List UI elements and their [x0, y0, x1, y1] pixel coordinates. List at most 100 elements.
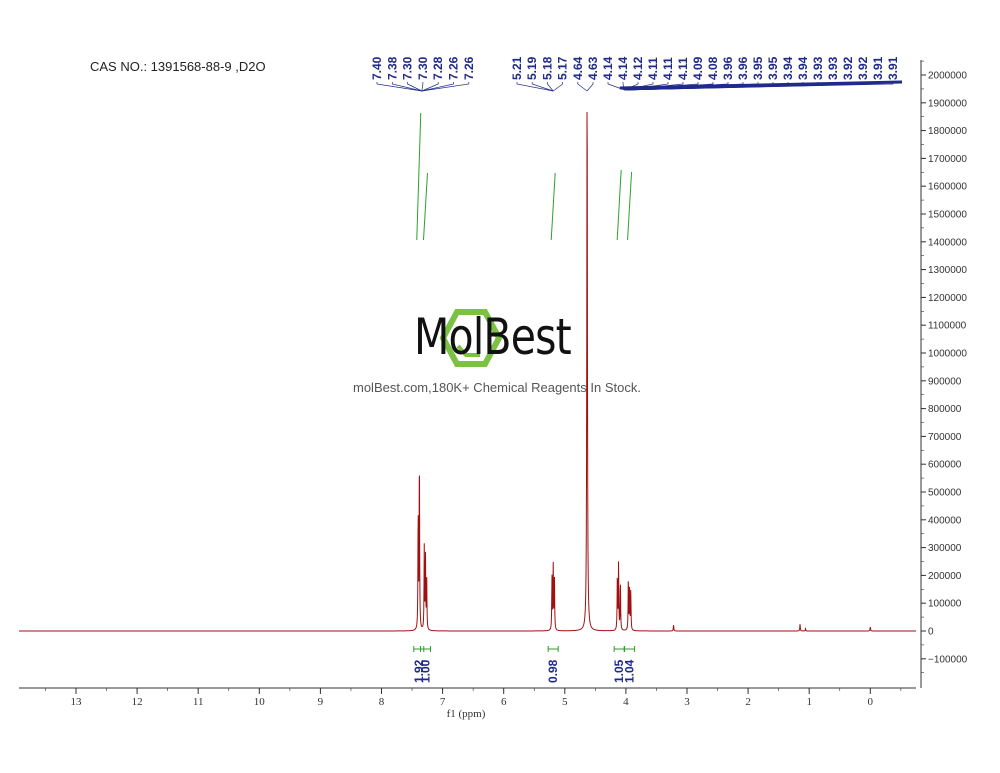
y-tick-label: 2000000	[928, 71, 967, 82]
peak-label-aliphatic: 3.95	[751, 56, 765, 80]
integration-curve	[616, 169, 622, 241]
y-tick-label: 800000	[928, 404, 962, 415]
x-tick-label: 8	[379, 696, 385, 708]
y-tick-label: 1700000	[928, 154, 967, 165]
peak-label-aliphatic: 3.96	[721, 56, 735, 80]
logo-hexagon-inner	[456, 344, 480, 357]
y-tick-label: 600000	[928, 460, 962, 471]
x-tick-label: 10	[254, 696, 266, 708]
integration-value: 1.92	[412, 659, 426, 683]
peak-label-aromatic: 7.28	[431, 56, 445, 80]
x-tick-label: 7	[440, 696, 446, 708]
peak-label-aliphatic: 3.92	[841, 56, 855, 80]
x-tick-label: 12	[132, 696, 143, 708]
peak-label-aromatic: 7.30	[401, 56, 415, 80]
peak-label-aromatic-leader	[391, 82, 422, 92]
x-tick-label: 4	[623, 696, 629, 708]
peak-label-aromatic: 7.30	[416, 56, 430, 80]
y-tick-label: 0	[928, 627, 934, 638]
x-tick-label: 3	[684, 696, 690, 708]
peak-label-aromatic-leader	[421, 82, 454, 92]
peak-label-aliphatic: 3.96	[736, 56, 750, 80]
y-axis: 2000000190000018000001700000160000015000…	[920, 60, 968, 688]
peak-label-mid-leader	[552, 82, 563, 92]
peak-label-aliphatic: 4.14	[601, 56, 615, 80]
peak-labels: 7.40 7.38 7.30 7.30 7.28 7.26 7.26 5.21 5.19 5.18…	[370, 56, 903, 92]
y-tick-label: 1400000	[928, 237, 967, 248]
x-tick-label: 5	[562, 696, 568, 708]
peak-label-mid: 5.17	[556, 56, 570, 80]
peak-label-mid: 4.63	[586, 56, 600, 80]
x-axis-title: f1 (ppm)	[447, 708, 486, 720]
cas-number-label: CAS NO.: 1391568-88-9 ,D2O	[90, 59, 266, 74]
x-tick-label: 2	[745, 696, 751, 708]
y-tick-label: 300000	[928, 543, 962, 554]
peak-label-aliphatic: 4.11	[661, 57, 675, 80]
peak-label-aromatic-leader	[376, 82, 422, 92]
peak-label-aliphatic-leader	[607, 82, 625, 91]
peak-label-aliphatic: 3.92	[856, 56, 870, 80]
peak-label-aromatic: 7.38	[385, 56, 399, 80]
integration-curve	[550, 172, 556, 241]
peak-label-aliphatic: 3.91	[871, 56, 885, 80]
peak-label-aliphatic: 4.12	[631, 56, 645, 80]
peak-label-mid-leader	[586, 82, 594, 92]
peak-label-aliphatic: 3.95	[766, 56, 780, 80]
peak-label-mid-leader	[547, 82, 554, 92]
y-tick-label: −100000	[928, 654, 968, 665]
x-axis: 13 12 11 10 9 8 7 6 5 4 3 2 1 0	[19, 687, 916, 708]
x-tick-label: 0	[868, 696, 874, 708]
x-tick-label: 13	[71, 696, 83, 708]
integration-value: 1.05	[612, 659, 626, 683]
integration-value: 1.04	[623, 659, 637, 683]
peak-label-aromatic: 7.26	[462, 56, 476, 80]
peak-label-mid-leader	[577, 82, 588, 92]
y-tick-label: 400000	[928, 515, 962, 526]
y-tick-label: 1600000	[928, 182, 967, 193]
integration-curve	[422, 172, 428, 241]
y-tick-label: 1800000	[928, 126, 967, 137]
y-tick-label: 500000	[928, 488, 962, 499]
integration-value: 0.98	[546, 659, 560, 683]
y-tick-label: 100000	[928, 599, 962, 610]
peak-label-mid: 5.21	[510, 56, 524, 80]
integration-value: 1.00	[418, 659, 432, 683]
peak-label-aromatic: 7.40	[370, 56, 384, 80]
peak-label-mid-leader	[516, 82, 554, 92]
watermark-tagline: molBest.com,180K+ Chemical Reagents In S…	[353, 380, 641, 395]
watermark-brand: MolBest	[414, 308, 572, 366]
peak-label-aromatic-leader	[421, 82, 424, 92]
peak-label-bundle	[619, 80, 903, 90]
integration-marks: 1.921.00 0.98 1.051.04	[412, 646, 637, 683]
y-tick-label: 1000000	[928, 349, 967, 360]
y-tick-label: 700000	[928, 432, 962, 443]
peak-label-aromatic: 7.26	[447, 56, 461, 80]
peak-label-aromatic-leader	[421, 82, 470, 92]
peak-label-aliphatic: 3.91	[886, 56, 900, 80]
y-tick-label: 1300000	[928, 265, 967, 276]
peak-label-mid: 5.18	[540, 56, 554, 80]
peak-label-aliphatic: 4.11	[646, 57, 660, 80]
peak-label-aromatic-leader	[421, 82, 439, 92]
y-tick-label: 1100000	[928, 321, 967, 332]
y-tick-label: 1500000	[928, 210, 967, 221]
peak-label-aliphatic: 4.08	[706, 56, 720, 80]
y-tick-label: 200000	[928, 571, 962, 582]
peak-label-mid-leader	[531, 82, 554, 92]
peak-label-aliphatic: 3.94	[796, 56, 810, 80]
x-tick-label: 11	[193, 696, 204, 708]
peak-label-aliphatic: 3.93	[811, 56, 825, 80]
integration-curve	[416, 112, 422, 241]
x-tick-label: 9	[318, 696, 324, 708]
y-tick-label: 900000	[928, 376, 962, 387]
spectrum-line	[19, 111, 916, 632]
peak-label-aliphatic: 4.14	[616, 56, 630, 80]
logo-hexagon-outer	[439, 309, 503, 367]
peak-label-mid: 4.64	[571, 56, 585, 80]
y-tick-label: 1900000	[928, 98, 967, 109]
integration-curve	[627, 171, 633, 241]
x-tick-label: 1	[806, 696, 812, 708]
integration-curves	[416, 112, 633, 241]
peak-label-aliphatic: 4.09	[691, 56, 705, 80]
